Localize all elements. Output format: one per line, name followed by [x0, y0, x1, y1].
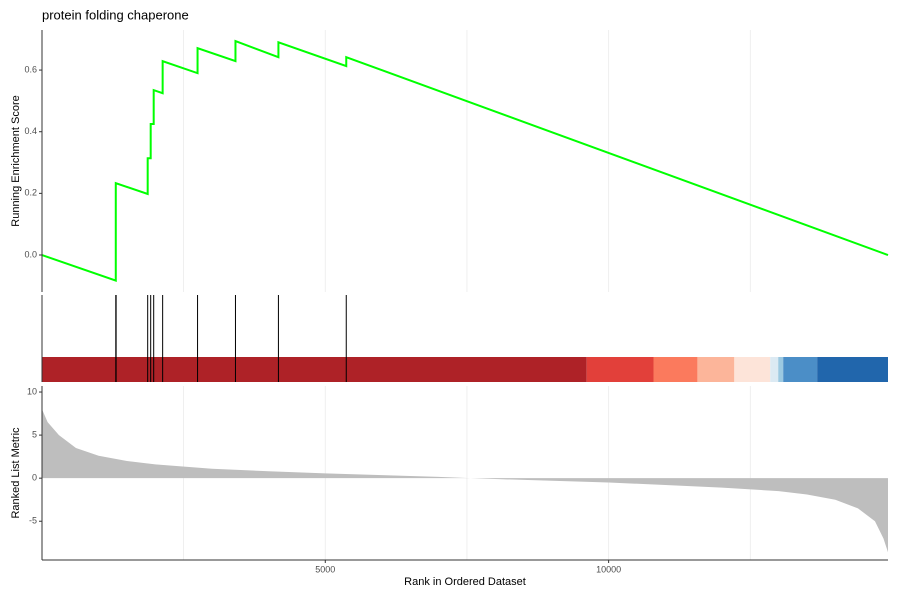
y-tick-label: -5	[29, 516, 37, 526]
color-band	[778, 357, 784, 382]
chart-title: protein folding chaperone	[42, 7, 189, 22]
metric-area	[42, 409, 888, 553]
y-tick-label: 0.4	[24, 126, 37, 136]
x-tick-label: 5000	[315, 564, 335, 574]
x-tick-label: 10000	[596, 564, 621, 574]
color-band	[770, 357, 779, 382]
color-band	[697, 357, 735, 382]
y-axis-label: Running Enrichment Score	[10, 95, 22, 226]
color-band	[817, 357, 888, 382]
y-tick-label: 0	[32, 473, 37, 483]
y-tick-label: 10	[27, 386, 37, 396]
es-line	[41, 39, 889, 283]
y-tick-label: 0.0	[24, 249, 37, 259]
y-axis-label: Ranked List Metric	[10, 427, 22, 519]
y-tick-label: 0.6	[24, 64, 37, 74]
color-band	[586, 357, 654, 382]
color-band	[734, 357, 771, 382]
color-band	[653, 357, 698, 382]
y-tick-label: 5	[32, 429, 37, 439]
x-axis-label: Rank in Ordered Dataset	[404, 576, 526, 588]
color-band	[42, 357, 587, 382]
y-tick-label: 0.2	[24, 188, 37, 198]
color-band	[783, 357, 818, 382]
